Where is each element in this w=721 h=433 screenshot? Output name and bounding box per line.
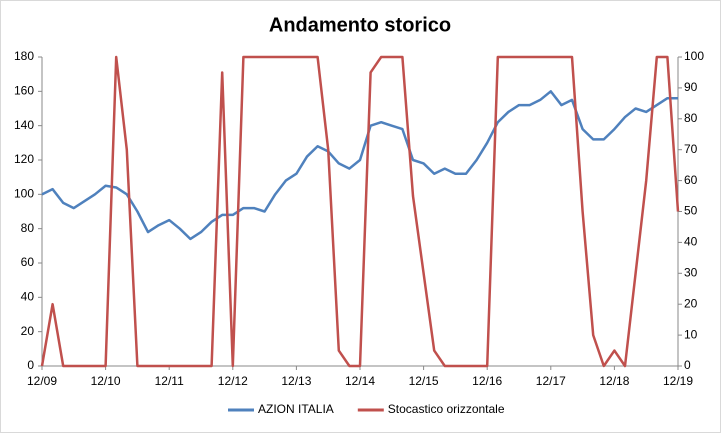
y-tick-label: 140 <box>14 118 34 132</box>
x-tick-label: 12/14 <box>345 374 375 388</box>
legend-label: AZION ITALIA <box>258 402 334 416</box>
y-tick-label: 180 <box>14 49 34 63</box>
x-tick-label: 12/18 <box>599 374 629 388</box>
y2-tick-label: 90 <box>684 80 698 94</box>
y-tick-label: 160 <box>14 84 34 98</box>
y-tick-label: 100 <box>14 187 34 201</box>
y2-tick-label: 100 <box>684 49 704 63</box>
y2-tick-label: 70 <box>684 142 698 156</box>
x-tick-label: 12/09 <box>27 374 57 388</box>
x-tick-label: 12/11 <box>155 374 184 388</box>
series-line <box>40 55 680 368</box>
y2-tick-label: 80 <box>684 111 698 125</box>
x-tick-label: 12/19 <box>663 374 693 388</box>
y2-tick-label: 50 <box>684 204 698 218</box>
y2-tick-label: 60 <box>684 173 698 187</box>
y2-tick-label: 0 <box>684 358 691 372</box>
x-tick-label: 12/16 <box>472 374 502 388</box>
legend-label: Stocastico orizzontale <box>388 402 505 416</box>
y2-tick-label: 20 <box>684 296 698 310</box>
y2-tick-label: 30 <box>684 265 698 279</box>
y-tick-label: 0 <box>27 358 34 372</box>
y-tick-label: 20 <box>21 324 35 338</box>
chart-title: Andamento storico <box>269 14 451 36</box>
x-tick-label: 12/10 <box>91 374 121 388</box>
x-tick-label: 12/13 <box>281 374 311 388</box>
y-tick-label: 40 <box>21 290 35 304</box>
x-tick-label: 12/17 <box>536 374 566 388</box>
y2-tick-label: 10 <box>684 327 698 341</box>
x-tick-label: 12/15 <box>409 374 439 388</box>
x-tick-label: 12/12 <box>218 374 248 388</box>
y-tick-label: 80 <box>21 221 35 235</box>
series-line <box>41 90 678 241</box>
y-tick-label: 120 <box>14 152 34 166</box>
y2-tick-label: 40 <box>684 235 698 249</box>
y-tick-label: 60 <box>21 255 35 269</box>
